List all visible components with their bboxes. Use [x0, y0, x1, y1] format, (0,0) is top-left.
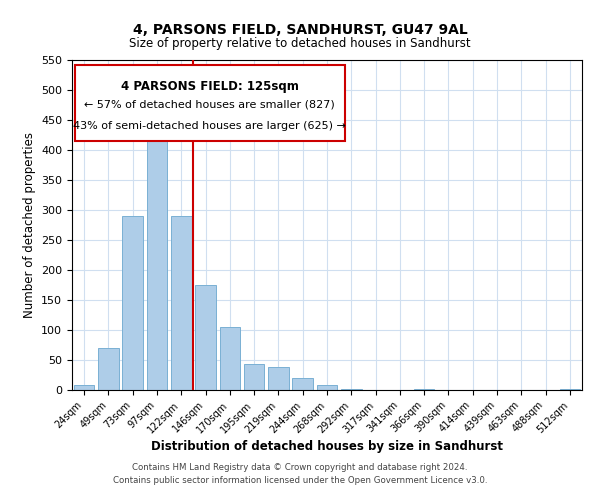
FancyBboxPatch shape [74, 65, 345, 141]
Y-axis label: Number of detached properties: Number of detached properties [23, 132, 35, 318]
Bar [98, 348, 119, 390]
Bar [414, 389, 434, 390]
Text: 4 PARSONS FIELD: 125sqm: 4 PARSONS FIELD: 125sqm [121, 80, 299, 93]
Bar [341, 389, 362, 390]
Bar [220, 327, 240, 390]
Bar [292, 378, 313, 390]
Text: 43% of semi-detached houses are larger (625) →: 43% of semi-detached houses are larger (… [73, 121, 346, 131]
Bar [146, 135, 167, 390]
Bar [171, 216, 191, 390]
Bar [122, 216, 143, 390]
Bar [317, 385, 337, 390]
Bar [560, 389, 580, 390]
Bar [195, 285, 216, 390]
Bar [244, 364, 265, 390]
Text: ← 57% of detached houses are smaller (827): ← 57% of detached houses are smaller (82… [85, 100, 335, 110]
Bar [268, 367, 289, 390]
Text: 4, PARSONS FIELD, SANDHURST, GU47 9AL: 4, PARSONS FIELD, SANDHURST, GU47 9AL [133, 22, 467, 36]
Text: Size of property relative to detached houses in Sandhurst: Size of property relative to detached ho… [129, 38, 471, 51]
Text: Contains public sector information licensed under the Open Government Licence v3: Contains public sector information licen… [113, 476, 487, 485]
X-axis label: Distribution of detached houses by size in Sandhurst: Distribution of detached houses by size … [151, 440, 503, 453]
Text: Contains HM Land Registry data © Crown copyright and database right 2024.: Contains HM Land Registry data © Crown c… [132, 464, 468, 472]
Bar [74, 385, 94, 390]
